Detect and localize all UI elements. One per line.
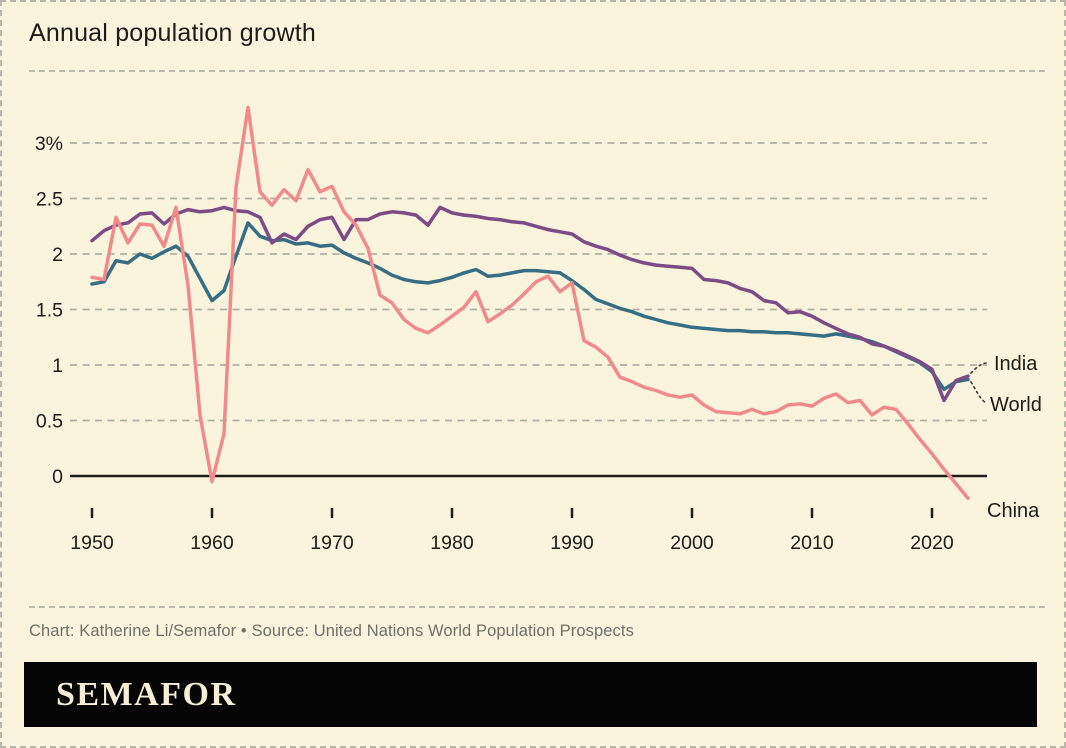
leader-line-india	[970, 362, 987, 374]
grid-layer	[70, 142, 987, 422]
y-tick-label: 2	[52, 244, 63, 266]
title-divider	[29, 70, 1045, 72]
semafor-wordmark: SEMAFOR	[56, 675, 237, 713]
leader-line-world	[970, 381, 987, 404]
footer-divider	[29, 606, 1045, 608]
population-growth-chart: 3% 2.5 2 1.5 1 0.5 0 1950 1960 1970 1980 1990 2000 20…	[35, 105, 1042, 554]
x-tick-label: 1960	[190, 532, 234, 554]
y-tick-label: 1.5	[36, 300, 63, 322]
x-tick-label: 1970	[310, 532, 354, 554]
y-tick-label: 1	[52, 355, 63, 377]
x-tick-label: 1980	[430, 532, 474, 554]
y-tick-label: 0	[52, 466, 63, 488]
y-tick-label: 2.5	[36, 189, 63, 211]
x-tick-label: 2010	[790, 532, 834, 554]
series-label-world: World	[990, 394, 1042, 416]
series-line-china	[90, 105, 970, 500]
semafor-logo-bar: SEMAFOR	[24, 662, 1037, 727]
chart-title: Annual population growth	[29, 19, 316, 47]
y-tick-label: 3%	[35, 133, 63, 155]
series-label-china: China	[987, 500, 1040, 522]
line-layer	[90, 105, 970, 500]
x-tick-label: 2000	[670, 532, 714, 554]
y-tick-label: 0.5	[36, 411, 63, 433]
chart-caption: Chart: Katherine Li/Semafor • Source: Un…	[29, 622, 634, 640]
x-tick-label: 2020	[910, 532, 954, 554]
x-tick-label: 1950	[70, 532, 114, 554]
axis-layer: 3% 2.5 2 1.5 1 0.5 0 1950 1960 1970 1980 1990 2000 20…	[35, 133, 987, 554]
series-line-world	[90, 221, 970, 392]
series-line-india	[90, 205, 970, 403]
series-label-india: India	[994, 353, 1038, 375]
x-tick-label: 1990	[550, 532, 594, 554]
